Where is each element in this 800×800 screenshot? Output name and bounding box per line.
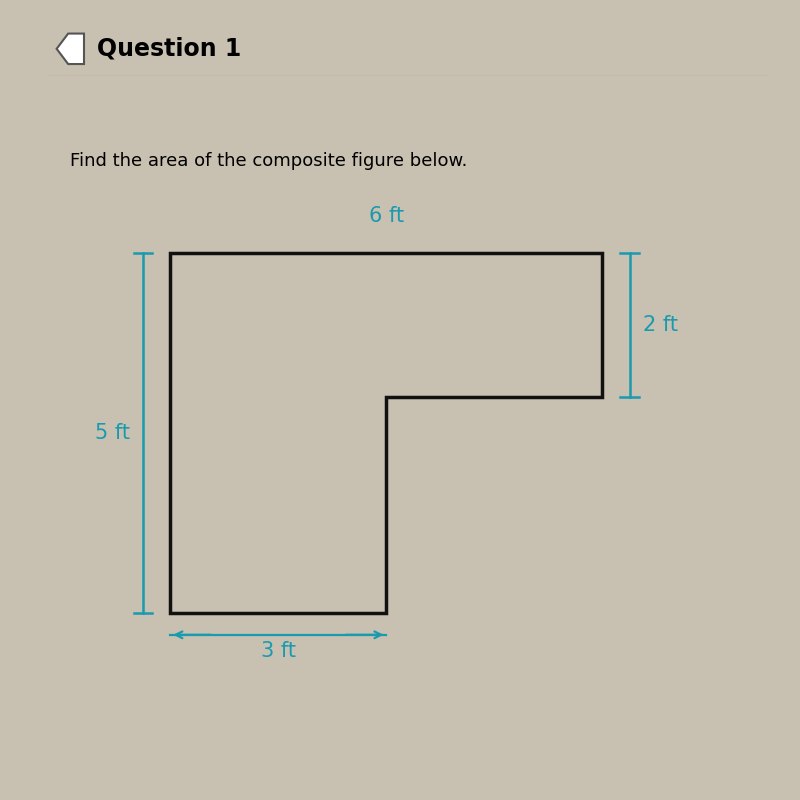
Text: Find the area of the composite figure below.: Find the area of the composite figure be… bbox=[70, 153, 467, 170]
Text: Question 1: Question 1 bbox=[97, 37, 242, 61]
Text: 2 ft: 2 ft bbox=[642, 315, 678, 335]
Polygon shape bbox=[170, 253, 602, 613]
Text: 5 ft: 5 ft bbox=[95, 423, 130, 443]
Text: 6 ft: 6 ft bbox=[369, 206, 404, 226]
Text: 3 ft: 3 ft bbox=[261, 641, 296, 661]
Polygon shape bbox=[57, 34, 84, 64]
